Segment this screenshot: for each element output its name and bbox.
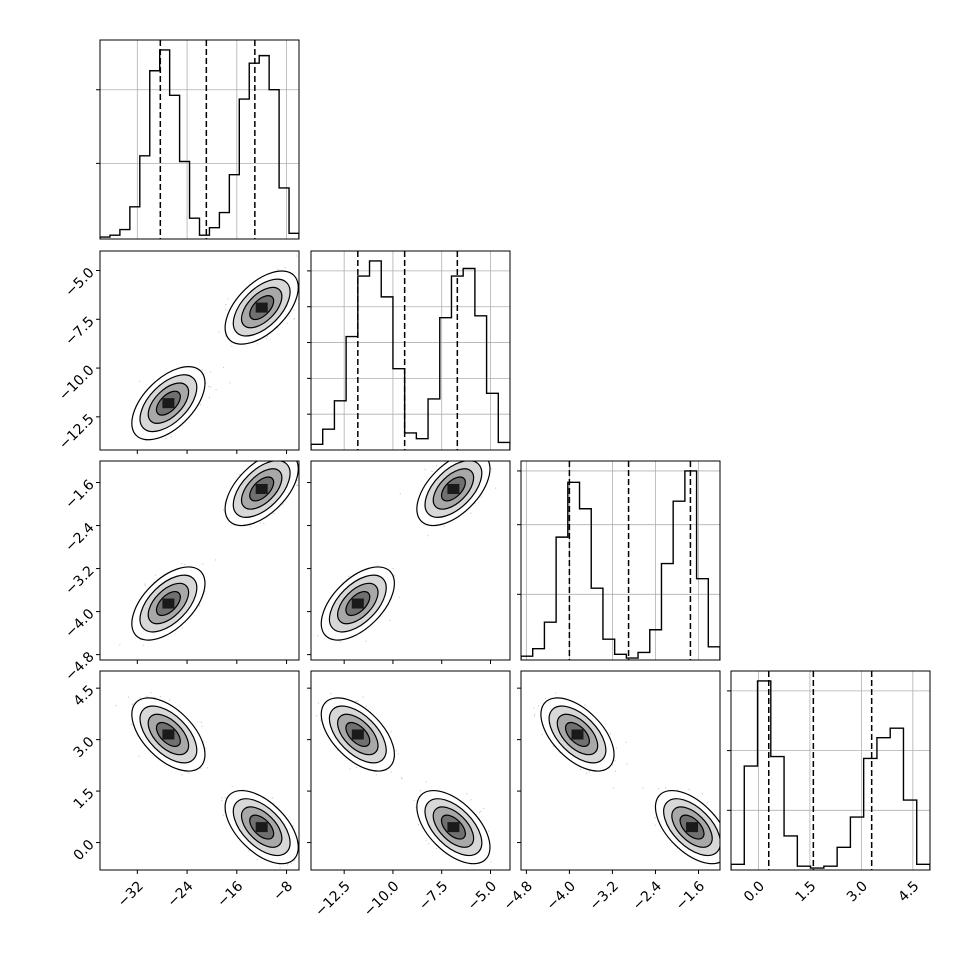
density-peak-1 (255, 483, 268, 494)
y-tick-label: −1.6 (62, 477, 97, 512)
histogram-panel-0 (96, 39, 300, 240)
scatter-content (316, 693, 492, 870)
x-tick-label: 0.0 (741, 878, 768, 905)
x-tick-label: 3.0 (844, 878, 871, 905)
y-tick-label: 1.5 (71, 785, 98, 812)
x-tick-label: −4.8 (501, 878, 536, 913)
y-tick-label: 4.5 (71, 682, 98, 709)
panel-frame (310, 670, 511, 871)
scatter-panel-2-1 (307, 460, 511, 664)
x-tick-label: −24 (164, 878, 196, 910)
panel-frame (99, 670, 300, 871)
y-tick-label: −2.4 (62, 520, 97, 555)
y-tick-label: −10.0 (56, 362, 98, 404)
panel-frame (310, 250, 511, 451)
histogram-steps-2 (521, 470, 720, 660)
x-tick-label: −5.0 (465, 878, 500, 913)
panel-frame (730, 670, 931, 871)
scatter-panel-3-1 (307, 670, 511, 874)
y-tick-label: −4.8 (62, 649, 97, 684)
scatter-panel-2-0 (96, 460, 300, 664)
scatter-panel-3-0 (96, 670, 300, 874)
x-tick-label: −3.2 (587, 878, 622, 913)
scatter-panel-1-0 (96, 250, 300, 454)
density-peak-0 (162, 398, 175, 409)
density-peak-0 (351, 598, 364, 609)
y-tick-label: −4.0 (62, 606, 97, 641)
panel-frame (99, 39, 300, 240)
panel-frame (99, 460, 300, 661)
histogram-steps-0 (100, 49, 299, 239)
panel-frame (520, 460, 721, 661)
density-peak-0 (162, 729, 175, 740)
density-peak-1 (255, 302, 268, 313)
x-tick-label: 1.5 (792, 878, 819, 905)
x-tick-label: −10.0 (361, 878, 403, 920)
scatter-content (131, 255, 299, 441)
y-tick-label: 3.0 (71, 734, 98, 761)
density-peak-0 (162, 598, 175, 609)
histogram-panel-2 (517, 460, 721, 661)
histogram-panel-3 (727, 670, 931, 871)
histogram-panel-1 (307, 250, 511, 451)
x-tick-label: −32 (115, 878, 147, 910)
scatter-content (119, 461, 299, 646)
x-tick-label: −7.5 (416, 878, 451, 913)
y-tick-label: −12.5 (56, 411, 98, 453)
histogram-steps-1 (311, 260, 510, 450)
density-peak-1 (447, 483, 460, 494)
scatter-content (533, 692, 720, 865)
y-tick-label: −5.0 (62, 265, 97, 300)
scatter-content (115, 691, 299, 869)
panel-frame (310, 460, 511, 661)
density-peak-1 (686, 822, 699, 833)
x-tick-label: 4.5 (895, 878, 922, 905)
x-tick-label: −16 (214, 878, 246, 910)
x-tick-label: −2.4 (630, 878, 665, 913)
x-tick-label: −1.6 (673, 878, 708, 913)
density-peak-0 (571, 729, 584, 740)
x-tick-label: −8 (270, 878, 296, 904)
scatter-panel-3-2 (517, 670, 721, 874)
panel-frame (99, 250, 300, 451)
x-tick-label: −12.5 (312, 878, 354, 920)
x-tick-label: −4.0 (544, 878, 579, 913)
density-peak-1 (447, 822, 460, 833)
panel-frame (520, 670, 721, 871)
y-tick-label: −7.5 (62, 314, 97, 349)
density-peak-0 (351, 729, 364, 740)
y-tick-label: 0.0 (71, 837, 98, 864)
scatter-content (317, 461, 497, 643)
density-peak-1 (255, 822, 268, 833)
histogram-steps-3 (731, 680, 930, 870)
y-tick-label: −3.2 (62, 563, 97, 598)
